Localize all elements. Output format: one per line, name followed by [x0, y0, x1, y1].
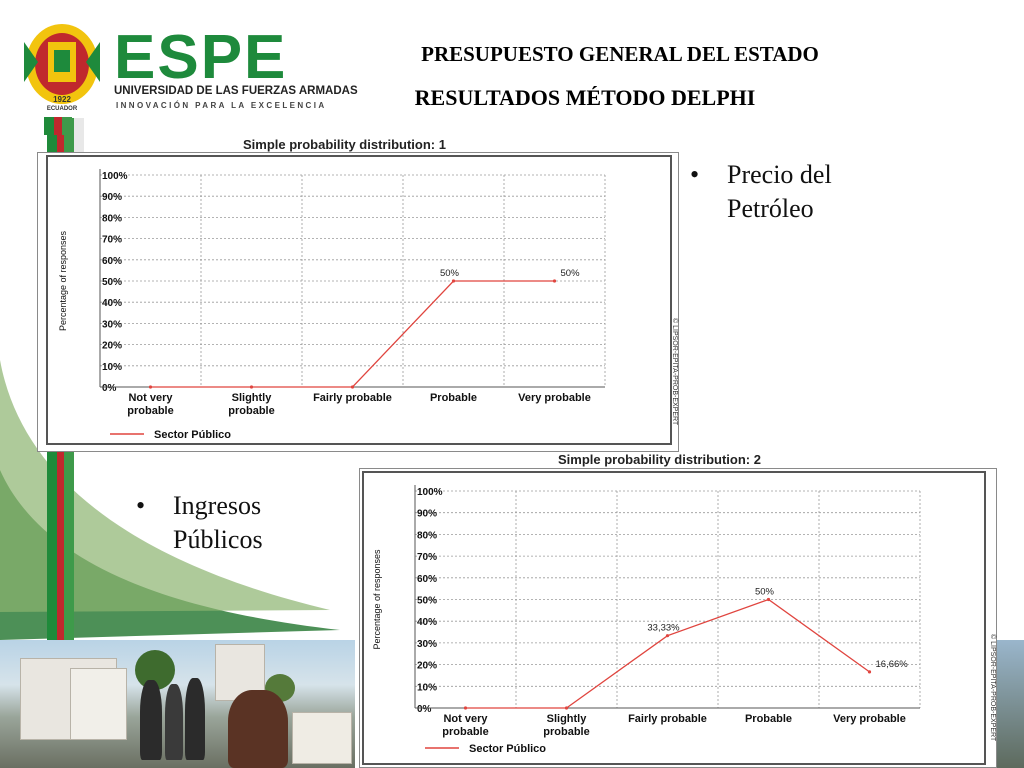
y-tick-label: 10%: [417, 682, 437, 693]
y-tick-label: 90%: [417, 509, 437, 520]
chart1-plot: 100% 90% 80% 70% 60% 50% 40% 30% 20% 10% 0% Not ver…: [58, 169, 606, 441]
y-tick-label: 80%: [417, 530, 437, 541]
y-tick-label: 70%: [102, 235, 122, 246]
data-label: 50%: [561, 268, 581, 279]
y-tick-label: 40%: [102, 298, 122, 309]
y-tick-label: 100%: [102, 171, 128, 182]
data-point: [350, 385, 355, 389]
logo-tagline: INNOVACIÓN PARA LA EXCELENCIA: [116, 101, 327, 110]
x-tick-label: probable: [442, 726, 488, 738]
y-tick-label: 70%: [417, 552, 437, 563]
x-tick-label: Probable: [430, 392, 477, 404]
chart2-title: Simple probability distribution: 2: [558, 452, 761, 467]
x-tick-label: Not very: [443, 713, 488, 725]
bullet-icon: •: [690, 160, 700, 189]
chart1-copyright: © LIPSOR-EPITA-PROB-EXPERT: [671, 318, 678, 426]
x-tick-label: Slightly: [232, 392, 273, 404]
y-axis-title: Percentage of responses: [58, 230, 68, 331]
y-tick-label: 50%: [102, 277, 122, 288]
data-point: [564, 706, 569, 710]
data-label: 16,66%: [876, 659, 909, 670]
x-tick-label: Not very: [128, 392, 173, 404]
espe-logo: 1922 ECUADOR ESPE UNIVERSIDAD DE LAS FUE…: [24, 23, 358, 135]
crest-year: 1922: [53, 95, 71, 104]
y-tick-label: 60%: [417, 574, 437, 585]
x-tick-label: Very probable: [518, 392, 591, 404]
data-point: [867, 670, 872, 674]
data-label: 50%: [755, 587, 775, 598]
bullet-line: Petróleo: [727, 194, 814, 223]
crest-country: ECUADOR: [47, 106, 78, 112]
bullet-line: Ingresos: [173, 491, 262, 520]
x-tick-label: probable: [228, 405, 274, 417]
series-line: [465, 598, 870, 709]
x-tick-label: Slightly: [547, 713, 588, 725]
y-tick-label: 20%: [102, 341, 122, 352]
chart2-copyright: © LIPSOR-EPITA-PROB-EXPERT: [989, 634, 996, 742]
x-tick-label: Fairly probable: [313, 392, 392, 404]
x-tick-label: Fairly probable: [628, 713, 707, 725]
data-label: 50%: [440, 268, 460, 279]
bullet-line: Públicos: [173, 525, 263, 554]
chart1-title: Simple probability distribution: 1: [243, 137, 446, 152]
y-tick-label: 0%: [417, 704, 432, 715]
logo-wordmark: ESPE: [114, 23, 287, 92]
bullet-line: Precio del: [727, 160, 832, 189]
y-tick-label: 40%: [417, 617, 437, 628]
y-axis-title: Percentage of responses: [372, 549, 382, 650]
data-point: [463, 706, 468, 710]
page-title: PRESUPUESTO GENERAL DEL ESTADO: [421, 42, 819, 66]
page-subtitle: RESULTADOS MÉTODO DELPHI: [414, 85, 756, 110]
data-point: [451, 279, 456, 283]
y-tick-label: 0%: [102, 383, 117, 394]
y-tick-label: 90%: [102, 192, 122, 203]
data-point: [552, 279, 557, 283]
crest-icon: [24, 24, 100, 135]
chart1-panel: 100% 90% 80% 70% 60% 50% 40% 30% 20% 10% 0% Not ver…: [37, 152, 679, 452]
legend-label: Sector Público: [154, 429, 231, 441]
y-tick-label: 10%: [102, 362, 122, 373]
data-label: 33,33%: [647, 623, 680, 634]
x-tick-label: Probable: [745, 713, 792, 725]
y-tick-label: 30%: [102, 319, 122, 330]
y-tick-label: 60%: [102, 256, 122, 267]
data-point: [148, 385, 153, 389]
legend-label: Sector Público: [469, 743, 546, 755]
y-tick-label: 80%: [102, 213, 122, 224]
campus-photo: [0, 640, 355, 768]
x-tick-label: Very probable: [833, 713, 906, 725]
data-point: [249, 385, 254, 389]
y-tick-label: 100%: [417, 487, 443, 498]
chart2-panel: 100% 90% 80% 70% 60% 50% 40% 30% 20% 10% 0% Not ver…: [359, 468, 997, 768]
y-tick-label: 30%: [417, 639, 437, 650]
y-tick-label: 20%: [417, 661, 437, 672]
y-tick-label: 50%: [417, 596, 437, 607]
data-point: [665, 634, 670, 638]
data-point: [766, 597, 771, 602]
chart2-plot: 100% 90% 80% 70% 60% 50% 40% 30% 20% 10% 0% Not ver…: [372, 485, 921, 755]
x-tick-label: probable: [127, 405, 173, 417]
logo-subtitle: UNIVERSIDAD DE LAS FUERZAS ARMADAS: [114, 85, 358, 97]
x-tick-label: probable: [543, 726, 589, 738]
bullet-icon: •: [136, 491, 146, 520]
series-line: [150, 280, 555, 388]
